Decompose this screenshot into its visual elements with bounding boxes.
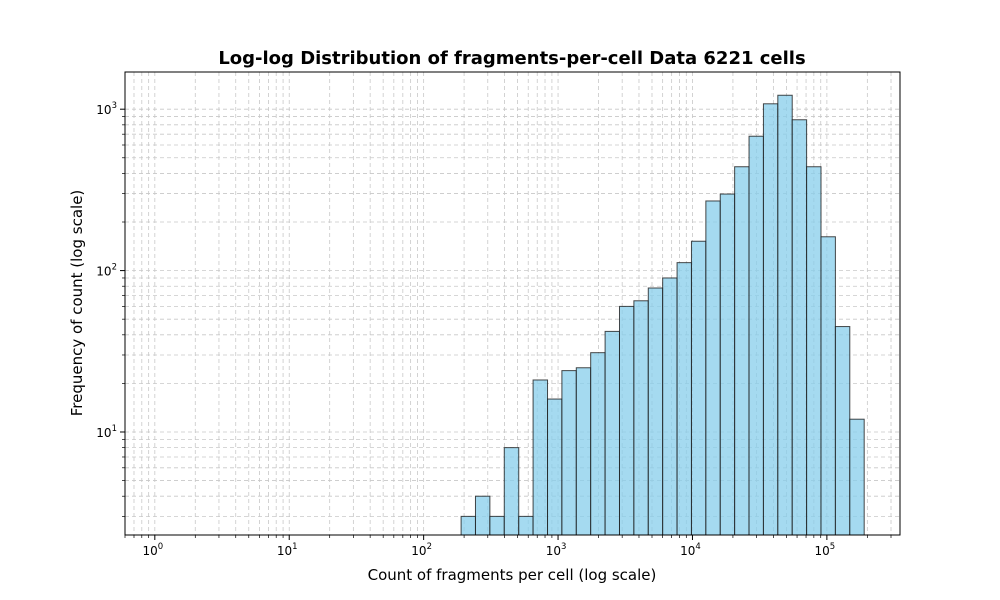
histogram-bar xyxy=(820,236,836,536)
plot-area-frame xyxy=(124,71,901,536)
histogram-bar xyxy=(618,305,635,536)
histogram-bar xyxy=(748,135,764,536)
histogram-bar xyxy=(532,379,549,536)
y-tick-label: 101 xyxy=(96,424,117,440)
histogram-bar xyxy=(575,367,592,536)
axis-ticks: 100 101 102 103 104 105 101 102 103 xyxy=(96,101,892,558)
histogram-bar xyxy=(806,166,822,536)
histogram-bar xyxy=(849,418,865,536)
histogram-bar xyxy=(791,119,808,536)
histogram-bar xyxy=(590,352,606,536)
chart-title: Log-log Distribution of fragments-per-ce… xyxy=(218,48,805,69)
x-axis-label: Count of fragments per cell (log scale) xyxy=(368,566,657,584)
histogram-bar xyxy=(762,103,779,536)
histogram-bar xyxy=(647,287,664,536)
histogram-bar xyxy=(633,300,649,536)
histogram-bar xyxy=(518,515,534,536)
histogram-bar xyxy=(547,398,563,536)
histogram-bar xyxy=(834,326,851,536)
histogram-bar xyxy=(460,515,476,536)
histogram-bar xyxy=(719,193,736,536)
y-tick-label: 103 xyxy=(96,101,117,117)
x-tick-label: 104 xyxy=(680,542,701,558)
histogram-bar xyxy=(777,94,793,536)
histogram-bar xyxy=(690,240,707,536)
histogram-bar xyxy=(705,200,721,536)
y-tick-label: 102 xyxy=(96,263,117,279)
histogram-bar xyxy=(662,277,678,536)
histogram-bar xyxy=(604,330,620,536)
x-tick-label: 102 xyxy=(411,542,432,558)
histogram-bar xyxy=(676,262,692,536)
x-tick-label: 105 xyxy=(815,542,836,558)
x-tick-label: 100 xyxy=(142,542,163,558)
histogram-bar xyxy=(734,166,750,536)
y-axis-label: Frequency of count (log scale) xyxy=(68,190,86,417)
histogram-bar xyxy=(503,447,520,536)
x-tick-label: 101 xyxy=(277,542,298,558)
x-tick-label: 103 xyxy=(546,542,567,558)
histogram-bar xyxy=(489,515,505,536)
histogram-bar xyxy=(561,370,577,536)
histogram-bar xyxy=(474,495,491,536)
